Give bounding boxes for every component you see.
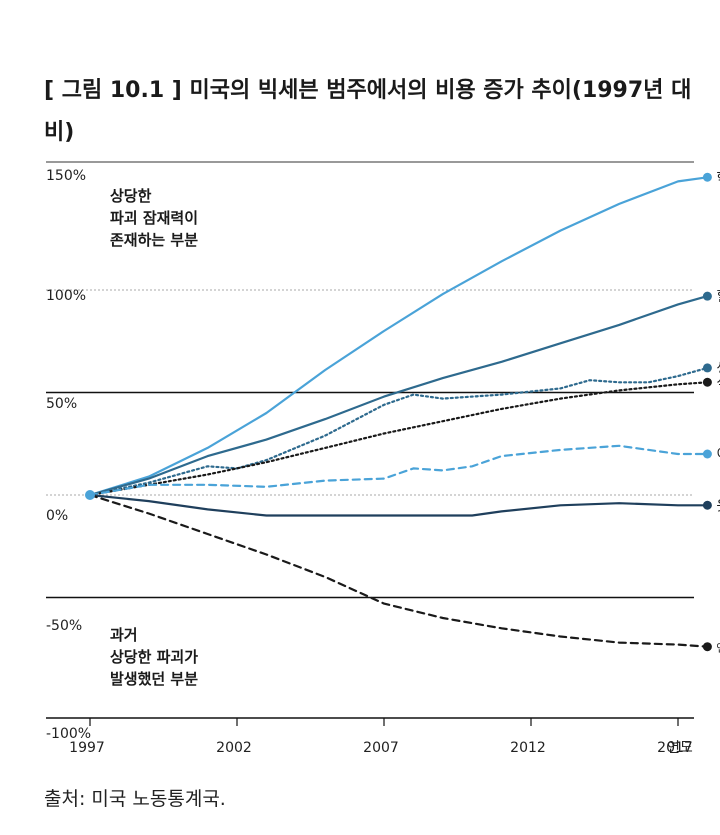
series-end-marker [702, 500, 712, 510]
y-tick-label: -100% [46, 726, 91, 742]
series-line [88, 493, 709, 648]
figure-title: [ 그림 10.1 ] 미국의 빅세븐 범주에서의 비용 증가 추이(1997년… [44, 78, 692, 145]
x-tick-label: 1997 [69, 740, 105, 756]
series-end-marker [702, 291, 712, 301]
series-label: 학습하기 [716, 170, 720, 186]
y-tick-label: 150% [46, 168, 86, 184]
series-line [88, 381, 709, 497]
series-end-marker [702, 449, 712, 459]
origin-marker [85, 490, 95, 500]
series-line [88, 444, 709, 497]
series-label: 엔터테인먼트 [716, 642, 720, 655]
series-label: 생활하기 [716, 361, 720, 377]
annotation-text: 발생했던 부분 [110, 670, 198, 688]
annotation-text: 파괴 잠재력이 [110, 209, 198, 227]
x-tick-label: 2007 [363, 740, 399, 756]
series-line [88, 295, 709, 497]
series-label: 식사하기 [716, 375, 720, 391]
annotation-text: 상당한 파괴가 [110, 648, 198, 666]
series-line [88, 366, 709, 497]
series-line [88, 493, 709, 517]
series-end-marker [702, 642, 712, 652]
annotation-text: 과거 [110, 626, 138, 644]
series-end-marker [702, 172, 712, 182]
series-label: 옷 입기 [716, 498, 720, 514]
y-tick-label: 0% [46, 508, 68, 524]
y-tick-label: 50% [46, 396, 77, 412]
annotation-text: 존재하는 부분 [110, 231, 198, 249]
series-label: 힐링하기 [716, 289, 720, 305]
series-end-marker [702, 363, 712, 373]
y-tick-label: -50% [46, 618, 82, 634]
series-end-marker [702, 377, 712, 387]
x-axis-label: 연도 [667, 740, 693, 756]
y-tick-label: 100% [46, 288, 86, 304]
x-tick-label: 2012 [510, 740, 546, 756]
x-tick-label: 2002 [216, 740, 252, 756]
series-line [88, 176, 709, 497]
x-tick-label: 2017 [657, 740, 693, 756]
series-label: 이동하기 [716, 447, 720, 463]
annotation-text: 상당한 [110, 187, 152, 205]
source-note: 출처: 미국 노동통계국. [44, 788, 226, 810]
